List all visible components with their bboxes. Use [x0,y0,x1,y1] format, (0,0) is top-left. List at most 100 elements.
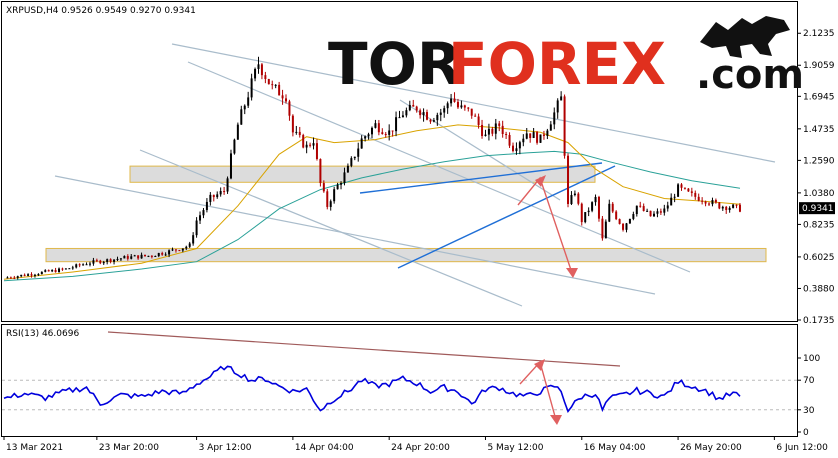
candle-body [58,268,61,273]
candle-body [683,187,686,189]
candlesticks [6,56,741,280]
candle-body [639,205,642,207]
candle-body [37,274,40,276]
candle-body [181,248,184,251]
candle-body [522,138,525,143]
price-tick-label: 0.8235 [803,220,835,230]
candle-body [539,134,542,143]
candle-body [113,259,116,262]
candle-body [88,263,91,265]
time-tick-label: 26 May 20:00 [680,443,742,453]
candle-body [71,267,74,269]
candle-body [484,134,487,137]
time-tick-label: 16 May 04:00 [584,443,646,453]
candle-body [85,264,88,266]
candle-body [367,134,370,137]
candle-body [498,123,501,126]
candle-body [291,115,294,133]
candle-body [388,130,391,135]
candle-body [508,135,511,146]
channel-line-4 [139,149,523,307]
candle-body [51,269,54,272]
time-tick-label: 3 Apr 12:00 [199,443,252,453]
channel-line-1 [171,43,776,163]
candle-body [615,211,618,220]
candle-body [254,68,257,79]
candle-body [319,159,322,184]
candle-body [168,250,171,255]
candle-body [68,268,71,270]
candle-body [40,271,43,275]
candle-body [174,249,177,251]
candle-body [119,258,122,260]
candle-body [511,145,514,152]
logo-forex-text: FOREX [448,30,666,98]
candle-body [439,112,442,115]
candle-body [188,243,191,247]
candle-body [556,100,559,113]
candle-body [157,253,160,256]
ma-fast-line [3,124,741,280]
candle-body [529,133,532,138]
candle-body [192,235,195,244]
candle-body [704,201,707,204]
candle-body [525,133,528,139]
time-tick-label: 23 Mar 20:00 [99,443,159,453]
candle-body [164,254,167,256]
time-tick-label: 6 Jun 12:00 [776,443,828,453]
candle-body [711,200,714,205]
candle-body [312,143,315,146]
candle-body [652,213,655,217]
time-tick-label: 5 May 12:00 [487,443,543,453]
candle-body [412,104,415,107]
candle-body [161,253,164,255]
rsi-value-label: RSI(13) 46.0696 [6,329,79,339]
forecast-arrow-up-head [535,175,546,187]
candle-body [250,78,253,98]
candle-body [123,256,126,259]
candle-body [236,124,239,140]
candle-body [470,108,473,116]
candle-body [171,249,174,251]
candle-body [546,130,549,136]
candle-body [474,115,477,117]
candle-body [209,194,212,202]
price-tick-label: 1.6945 [803,92,835,102]
candle-body [54,269,57,273]
candle-body [432,120,435,122]
candle-body [714,200,717,203]
candle-body [147,255,150,257]
candle-body [350,158,353,166]
candle-body [408,104,411,111]
candle-body [109,259,112,262]
candle-body [384,133,387,135]
candle-body [391,130,394,132]
forecast-arrow-down-head [566,268,578,278]
candle-body [446,103,449,109]
candle-body [532,132,535,138]
candle-body [322,183,325,192]
candle-body [721,206,724,209]
time-tick-label: 24 Apr 20:00 [391,443,450,453]
candle-body [267,79,270,85]
candle-body [735,204,738,206]
candle-body [670,197,673,206]
candle-body [178,250,181,252]
candle-body [144,254,147,257]
candle-body [102,261,105,264]
candle-body [364,136,367,139]
candle-body [591,202,594,211]
time-tick-label: 14 Apr 04:00 [295,443,354,453]
rsi-tick-label: 30 [803,406,815,416]
candle-body [732,204,735,208]
candle-body [64,268,67,270]
candle-body [415,106,418,111]
candle-body [501,125,504,134]
candle-body [154,255,157,257]
channel-line-3 [54,175,656,295]
rsi-tick-label: 100 [803,354,820,364]
candle-body [673,196,676,198]
candle-body [666,205,669,209]
candle-body [240,109,243,125]
candle-body [243,105,246,110]
